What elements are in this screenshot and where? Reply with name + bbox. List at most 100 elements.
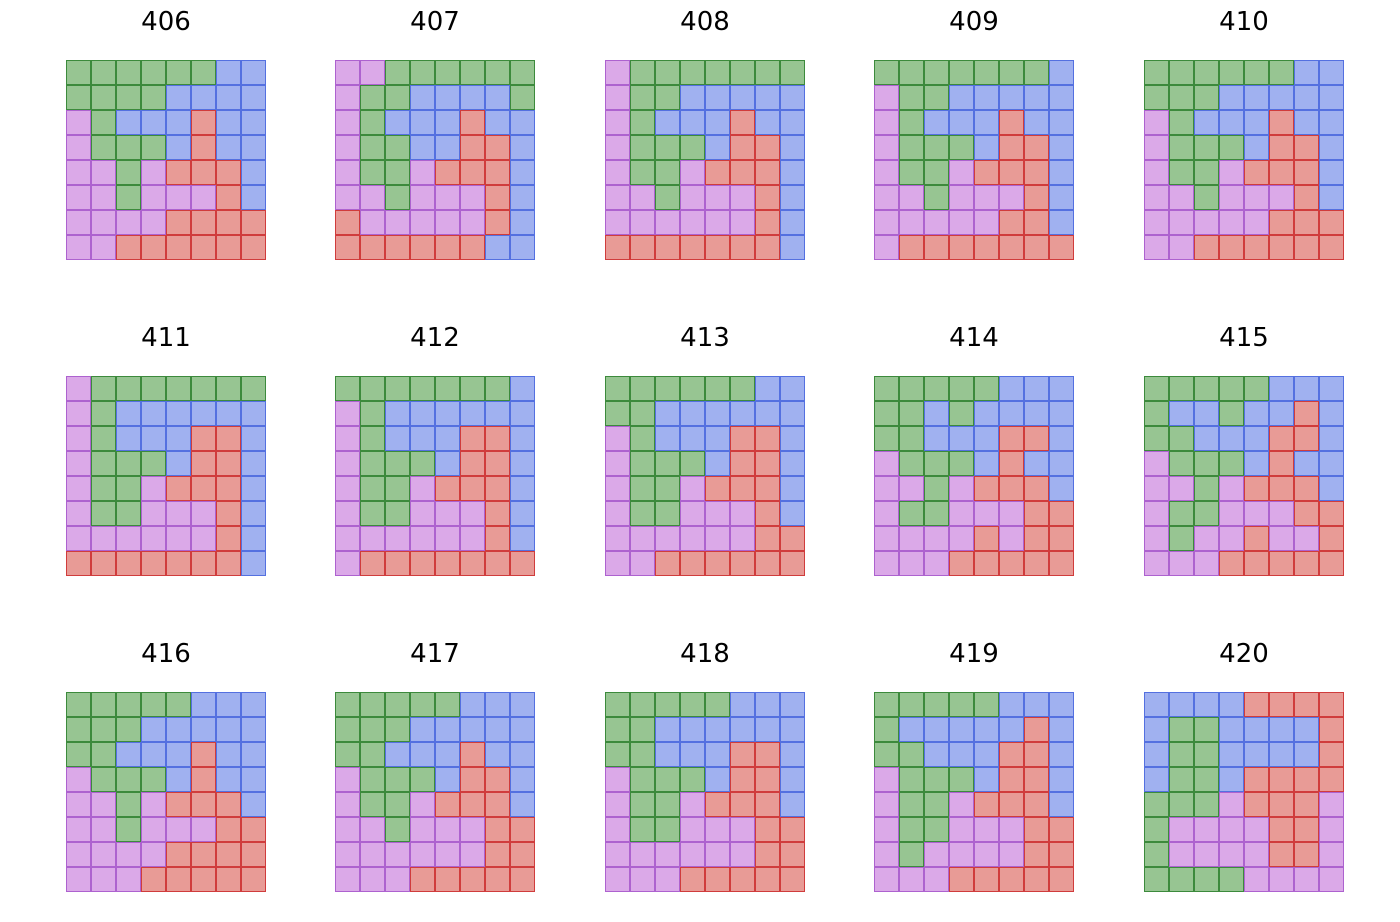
grid-cell	[705, 85, 730, 110]
grid-cell	[191, 185, 216, 210]
grid-cell	[999, 692, 1024, 717]
grid-cell	[1194, 767, 1219, 792]
grid-cell	[91, 501, 116, 526]
grid-cell	[241, 235, 266, 260]
grid-cell	[485, 717, 510, 742]
grid-cell	[755, 551, 780, 576]
grid-cell	[605, 210, 630, 235]
grid-cell	[191, 842, 216, 867]
grid-cell	[1219, 692, 1244, 717]
grid-cell	[874, 401, 899, 426]
grid-cell	[1219, 426, 1244, 451]
grid-cell	[1244, 401, 1269, 426]
grid-cell	[116, 476, 141, 501]
grid-cell	[899, 451, 924, 476]
grid-cell	[1269, 717, 1294, 742]
grid-cell	[949, 867, 974, 892]
grid-cell	[730, 210, 755, 235]
grid-cell	[755, 817, 780, 842]
grid-cell	[974, 792, 999, 817]
grid-cell	[116, 426, 141, 451]
grid-cell	[1219, 551, 1244, 576]
grid-cell	[755, 85, 780, 110]
grid-cell	[755, 867, 780, 892]
grid-cell	[116, 85, 141, 110]
grid-cell	[216, 426, 241, 451]
grid-cell	[410, 426, 435, 451]
grid-cell	[899, 160, 924, 185]
grid-cell	[410, 160, 435, 185]
grid-cell	[410, 185, 435, 210]
grid-cell	[241, 501, 266, 526]
grid-cell	[1219, 501, 1244, 526]
grid-cell	[91, 692, 116, 717]
grid-cell	[1294, 817, 1319, 842]
grid-cell	[974, 526, 999, 551]
grid-cell	[680, 376, 705, 401]
grid-cell	[335, 451, 360, 476]
grid-cell	[874, 526, 899, 551]
grid-cell	[1319, 110, 1344, 135]
grid-cell	[999, 526, 1024, 551]
grid-cell	[91, 110, 116, 135]
grid-cell	[680, 235, 705, 260]
grid-cell	[1194, 526, 1219, 551]
grid-cell	[91, 792, 116, 817]
grid-cell	[755, 451, 780, 476]
grid-cell	[510, 110, 535, 135]
grid-cell	[1144, 185, 1169, 210]
grid-cell	[730, 401, 755, 426]
grid-cell	[460, 210, 485, 235]
grid-cell	[66, 692, 91, 717]
grid-cell	[485, 551, 510, 576]
grid-cell	[116, 235, 141, 260]
grid-cell	[385, 867, 410, 892]
grid-cell	[899, 426, 924, 451]
panel-title: 408	[680, 7, 730, 37]
grid-cell	[655, 60, 680, 85]
grid-cell	[1049, 767, 1074, 792]
grid-cell	[1219, 767, 1244, 792]
grid-cell	[924, 160, 949, 185]
grid-cell	[1269, 526, 1294, 551]
grid-cell	[191, 376, 216, 401]
grid-cell	[141, 742, 166, 767]
grid-cell	[655, 817, 680, 842]
grid-cell	[680, 135, 705, 160]
grid-cell	[780, 426, 805, 451]
panel-title: 413	[680, 323, 730, 353]
grid-cell	[360, 110, 385, 135]
grid-cell	[116, 451, 141, 476]
grid-cell	[999, 501, 1024, 526]
grid-cell	[66, 376, 91, 401]
grid-cell	[191, 526, 216, 551]
grid-cell	[166, 501, 191, 526]
grid-cell	[1319, 501, 1344, 526]
grid-cell	[1294, 767, 1319, 792]
grid-cell	[191, 160, 216, 185]
grid-cell	[166, 692, 191, 717]
grid-cell	[605, 501, 630, 526]
grid-cell	[730, 110, 755, 135]
grid-cell	[335, 476, 360, 501]
grid-cell	[780, 110, 805, 135]
grid-cell	[1219, 401, 1244, 426]
grid-cell	[1244, 551, 1269, 576]
grid-cell	[755, 767, 780, 792]
grid-cell	[116, 792, 141, 817]
grid-cell	[485, 110, 510, 135]
grid-cell	[216, 692, 241, 717]
grid-cell	[1024, 526, 1049, 551]
grid-cell	[1219, 717, 1244, 742]
grid-cell	[241, 476, 266, 501]
grid-cell	[974, 692, 999, 717]
grid-cell	[485, 85, 510, 110]
grid-cell	[1194, 551, 1219, 576]
grid-cell	[949, 210, 974, 235]
grid-cell	[899, 792, 924, 817]
grid-cell	[191, 476, 216, 501]
grid-cell	[410, 692, 435, 717]
grid-cell	[385, 451, 410, 476]
grid-cell	[1169, 692, 1194, 717]
grid-cell	[385, 817, 410, 842]
